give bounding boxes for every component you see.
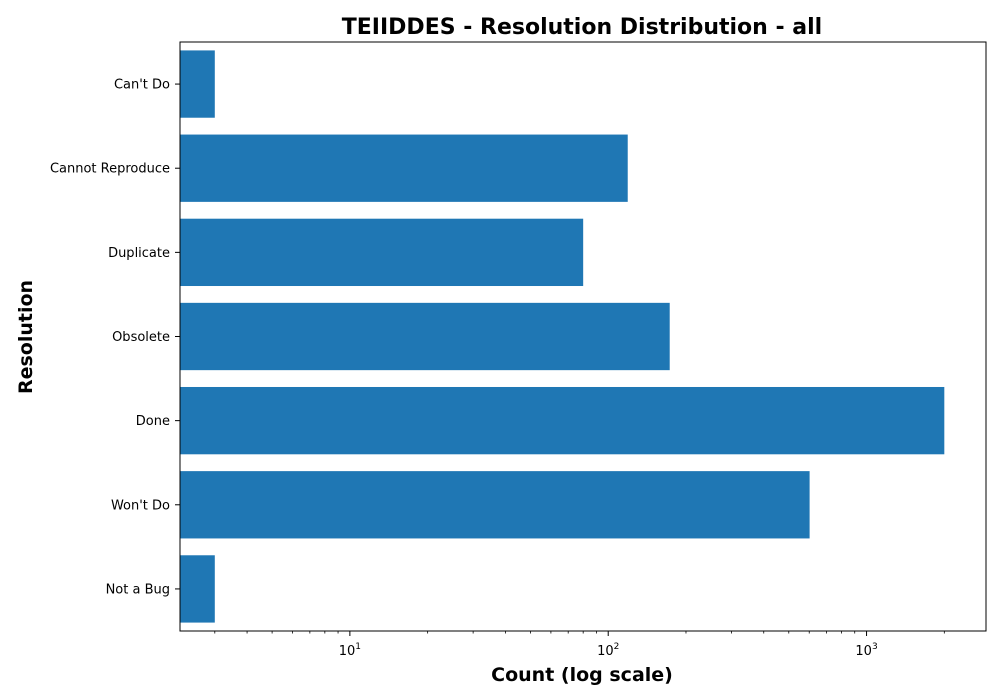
x-ticks: 101 102 103: [214, 631, 945, 659]
x-axis-label: Count (log scale): [491, 664, 673, 686]
y-tick-label-done: Done: [136, 414, 170, 429]
y-tick-label-cannot-reproduce: Cannot Reproduce: [50, 162, 170, 177]
bar-obsolete: [180, 302, 670, 371]
bar-not-a-bug: [180, 555, 215, 623]
x-tick-label: 101: [339, 642, 361, 659]
y-tick-label-duplicate: Duplicate: [108, 246, 170, 261]
plot-frame: [179, 41, 987, 632]
y-ticks: Can't Do Cannot Reproduce Duplicate Obsolet…: [50, 78, 180, 597]
bar-done: [180, 386, 945, 455]
x-tick-label: 103: [855, 642, 877, 659]
bars-group: [180, 50, 945, 623]
bar-won-t-do: [180, 471, 810, 539]
y-axis-label: Resolution: [15, 280, 37, 394]
bar-cannot-reproduce: [180, 134, 628, 202]
y-tick-label-not-a-bug: Not a Bug: [106, 582, 170, 597]
y-tick-label-obsolete: Obsolete: [112, 330, 170, 345]
chart-title: TEIIDDES - Resolution Distribution - all: [342, 15, 822, 40]
bar-duplicate: [180, 218, 584, 287]
y-tick-label-won-t-do: Won't Do: [111, 498, 170, 513]
bar-can-t-do: [180, 50, 215, 118]
y-tick-label-can-t-do: Can't Do: [114, 78, 170, 93]
x-tick-label: 102: [597, 642, 619, 659]
